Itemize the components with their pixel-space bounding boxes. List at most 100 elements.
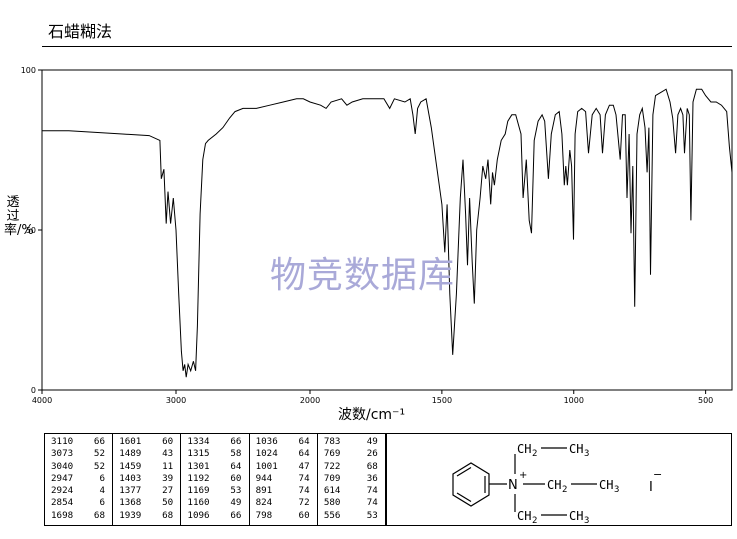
peak-wavenumber: 1301 (187, 460, 210, 472)
y-axis-ticks: 0 50 100 (21, 66, 42, 395)
peak-wavenumber: 1459 (119, 460, 142, 472)
peak-wavenumber: 1334 (187, 436, 210, 447)
peak-row: 1368 50 (119, 497, 180, 509)
peak-transmittance: 74 (298, 485, 310, 497)
peak-transmittance: 11 (162, 460, 174, 472)
peak-wavenumber: 3110 (51, 436, 74, 447)
peak-transmittance: 26 (366, 448, 378, 460)
peak-wavenumber: 3073 (51, 448, 74, 460)
peak-transmittance: 43 (162, 448, 174, 460)
bottom-ch3: CH (569, 509, 583, 523)
header-divider (42, 46, 732, 47)
peak-transmittance: 49 (366, 436, 378, 447)
peak-transmittance: 4 (99, 485, 105, 497)
peak-transmittance: 53 (230, 485, 242, 497)
peak-row: 3073 52 (51, 448, 112, 460)
x-tick-label: 500 (698, 396, 713, 405)
y-tick-label: 100 (21, 66, 36, 75)
peak-wavenumber: 1698 (51, 509, 74, 521)
peak-row: 1301 64 (187, 461, 248, 473)
middle-ch2: CH (547, 478, 561, 492)
peak-transmittance: 72 (298, 497, 310, 509)
peak-row: 1096 66 (187, 510, 248, 522)
peak-transmittance: 64 (298, 448, 310, 460)
peak-row: 1036 64 (256, 436, 317, 448)
peak-wavenumber: 944 (255, 472, 273, 484)
peak-row: 944 74 (256, 473, 317, 485)
peak-row: 1160 49 (187, 497, 248, 509)
spectrum-line (42, 88, 733, 378)
peak-transmittance: 74 (366, 485, 378, 497)
peak-row: 824 72 (256, 497, 317, 509)
positive-charge: + (519, 470, 527, 481)
bottom-ch3-subscript: 3 (584, 516, 589, 525)
peak-row: 2854 6 (51, 497, 112, 509)
peak-wavenumber: 1036 (255, 436, 278, 447)
top-ch3-subscript: 3 (584, 449, 589, 459)
peak-wavenumber: 1601 (119, 436, 142, 447)
peak-wavenumber: 1315 (187, 448, 210, 460)
y-tick-label: 50 (26, 226, 36, 235)
peak-transmittance: 66 (230, 509, 242, 521)
peak-row: 1334 66 (187, 436, 248, 448)
peak-wavenumber: 1192 (187, 472, 210, 484)
peak-wavenumber: 2924 (51, 485, 74, 497)
peak-transmittance: 27 (162, 485, 174, 497)
peak-wavenumber: 769 (323, 448, 341, 460)
middle-ch2-subscript: 2 (562, 485, 567, 495)
ir-spectrum-chart: 0 50 100 4000 3000 2000 1500 1000 500 (21, 66, 733, 405)
peak-transmittance: 49 (230, 497, 242, 509)
negative-charge: − (653, 468, 662, 481)
peak-transmittance: 66 (230, 436, 242, 447)
triethylphenylammonium-iodide-structure: N + CH 2 CH 3 CH 2 CH 3 CH 2 CH 3 I − (452, 442, 662, 526)
peak-row: 1192 60 (187, 473, 248, 485)
peak-wavenumber: 1489 (119, 448, 142, 460)
top-ch3: CH (569, 442, 583, 456)
peak-row: 1001 47 (256, 461, 317, 473)
peak-wavenumber: 2947 (51, 472, 74, 484)
peak-wavenumber: 1160 (187, 497, 210, 509)
peak-column: 783 49 769 26 722 68 709 36 614 74 580 74 556 53 (318, 434, 385, 525)
peak-row: 556 53 (324, 510, 385, 522)
peak-transmittance: 39 (162, 472, 174, 484)
peak-column: 3110 66 3073 52 3040 52 2947 6 2924 4 2854 6 1698 68 (45, 434, 114, 525)
peak-row: 1489 43 (119, 448, 180, 460)
peak-transmittance: 52 (93, 448, 105, 460)
peak-transmittance: 53 (366, 509, 378, 521)
peak-row: 1939 68 (119, 510, 180, 522)
peak-transmittance: 60 (162, 436, 174, 447)
peak-row: 1698 68 (51, 510, 112, 522)
peak-transmittance: 6 (99, 472, 105, 484)
bottom-ch2: CH (517, 509, 531, 523)
peak-row: 1403 39 (119, 473, 180, 485)
peak-transmittance: 68 (366, 460, 378, 472)
peak-transmittance: 74 (298, 472, 310, 484)
peak-wavenumber: 1403 (119, 472, 142, 484)
peak-wavenumber: 891 (255, 485, 273, 497)
peak-row: 783 49 (324, 436, 385, 448)
peak-row: 3040 52 (51, 461, 112, 473)
peak-row: 709 36 (324, 473, 385, 485)
x-tick-label: 1000 (564, 396, 584, 405)
peak-transmittance: 64 (298, 436, 310, 447)
peak-row: 891 74 (256, 485, 317, 497)
peak-column: 1036 64 1024 64 1001 47 944 74 891 74 824 72 798 60 (250, 434, 318, 525)
peak-wavenumber: 709 (323, 472, 341, 484)
iodide-atom: I (649, 480, 653, 495)
peak-wavenumber: 824 (255, 497, 273, 509)
peak-wavenumber: 3040 (51, 460, 74, 472)
top-ch2-subscript: 2 (532, 449, 537, 459)
peak-row: 1377 27 (119, 485, 180, 497)
peak-transmittance: 64 (230, 460, 242, 472)
peak-transmittance: 60 (298, 509, 310, 521)
peak-wavenumber: 556 (323, 509, 341, 521)
bottom-ch2-subscript: 2 (532, 516, 537, 525)
peak-row: 2947 6 (51, 473, 112, 485)
peak-transmittance: 58 (230, 448, 242, 460)
peak-row: 1601 60 (119, 436, 180, 448)
y-tick-label: 0 (31, 386, 36, 395)
peak-row: 1459 11 (119, 461, 180, 473)
peak-transmittance: 47 (298, 460, 310, 472)
watermark-text: 物竞数据库 (270, 255, 456, 296)
middle-ch3-subscript: 3 (614, 485, 619, 495)
